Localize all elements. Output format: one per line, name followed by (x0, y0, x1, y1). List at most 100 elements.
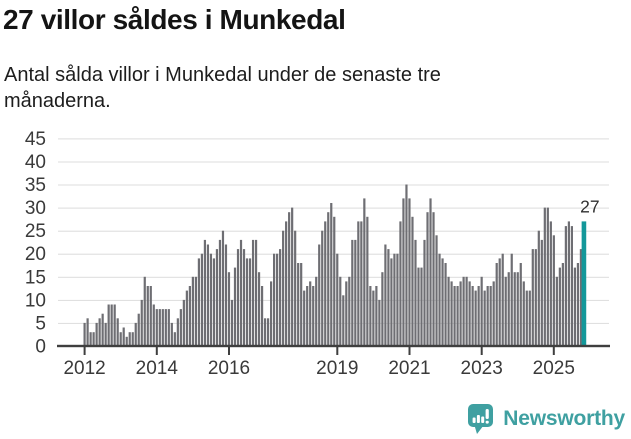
bar (170, 322, 173, 346)
bar (540, 239, 543, 346)
bar (134, 322, 137, 346)
bar (221, 230, 225, 346)
bar (215, 249, 219, 346)
x-axis-tick (228, 347, 230, 355)
bar (384, 244, 387, 346)
bar (182, 299, 185, 346)
bar (306, 286, 309, 346)
bar (531, 249, 534, 346)
bar (339, 276, 342, 346)
bar (191, 276, 194, 346)
bar (537, 230, 540, 346)
bar (465, 276, 468, 346)
y-axis-label: 45 (25, 129, 46, 150)
bar (429, 198, 432, 346)
bar (351, 239, 354, 346)
bar (393, 253, 396, 346)
bar (423, 239, 426, 346)
bar (441, 258, 444, 346)
bar (257, 272, 261, 346)
bar (561, 263, 564, 346)
bar (378, 299, 381, 346)
bar (363, 198, 366, 346)
bar (95, 322, 98, 346)
bar (164, 309, 167, 346)
x-axis-line (57, 344, 610, 348)
bar (309, 281, 312, 346)
bar (125, 336, 128, 346)
bar (104, 322, 107, 346)
bar (507, 272, 510, 346)
bar (89, 332, 92, 346)
bar (576, 263, 580, 346)
bar (140, 299, 143, 346)
bar (122, 327, 125, 346)
bar (558, 267, 561, 346)
bar (200, 253, 204, 346)
bar (414, 239, 417, 346)
x-axis-tick (552, 347, 555, 355)
bar (285, 221, 288, 346)
bar (387, 249, 390, 346)
bar (206, 244, 210, 346)
bar (564, 226, 567, 346)
bar (158, 309, 161, 346)
bar (390, 258, 393, 346)
gridline (58, 207, 609, 209)
bar (486, 286, 489, 346)
bar (137, 313, 140, 346)
bar (546, 207, 549, 346)
x-axis-label: 2019 (316, 358, 358, 379)
bar (549, 221, 552, 346)
page-title: 27 villor såldes i Munkedal (3, 4, 346, 35)
bar (438, 253, 441, 346)
bar (435, 235, 438, 346)
bar (381, 272, 384, 346)
bar-chart: 0 5 10 15 20 25 30 35 40 45 2012 2014 2016 2019 2021 20… (0, 125, 631, 395)
bar (456, 286, 459, 346)
bar (324, 221, 327, 346)
bar (254, 239, 258, 346)
bar (98, 318, 101, 346)
bar (489, 286, 492, 346)
bar (152, 304, 155, 346)
chart-subtitle: Antal sålda villor i Munkedal under de s… (4, 64, 441, 112)
bar (321, 230, 324, 346)
bar (552, 235, 555, 346)
newsworthy-icon (468, 404, 494, 434)
bar (420, 267, 423, 346)
y-axis-label: 30 (25, 198, 46, 219)
bar-value-label: 27 (580, 196, 599, 216)
bar (498, 258, 501, 346)
bar (432, 212, 435, 346)
bar (224, 244, 228, 346)
bar (483, 290, 486, 346)
bar (209, 253, 213, 346)
bar (270, 281, 273, 346)
bar (570, 226, 573, 346)
x-axis-label: 2025 (533, 358, 575, 379)
bar (179, 309, 182, 346)
bar (342, 295, 345, 346)
bar (474, 290, 477, 346)
bar (239, 239, 243, 346)
x-axis-label: 2023 (461, 358, 503, 379)
bar (513, 272, 516, 346)
bar (273, 253, 276, 346)
bar (260, 286, 264, 346)
bar (251, 239, 255, 346)
bar (354, 239, 357, 346)
newsworthy-logo[interactable]: Newsworthy (467, 403, 625, 435)
y-axis-label: 10 (25, 290, 46, 311)
bar (288, 212, 291, 346)
bar (519, 263, 522, 346)
bar (510, 253, 513, 346)
bar (375, 286, 378, 346)
bar (372, 290, 375, 346)
bar (297, 263, 300, 346)
bar (327, 212, 330, 346)
bar (116, 318, 119, 346)
gridline (58, 184, 609, 186)
bar (83, 322, 86, 346)
